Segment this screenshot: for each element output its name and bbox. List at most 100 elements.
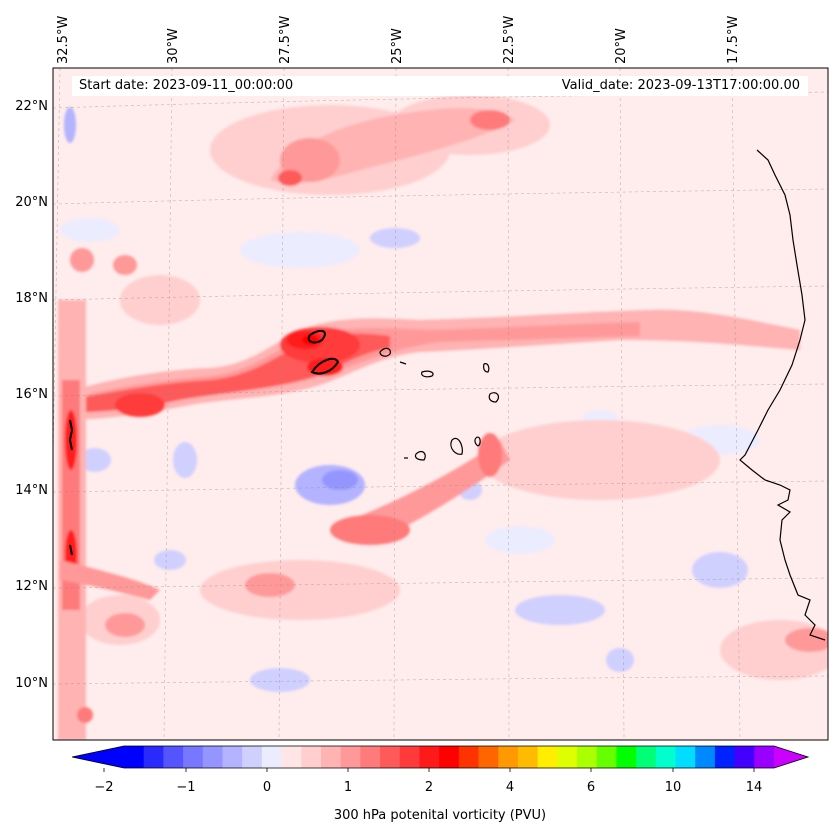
colorbar-tick: 4 (505, 780, 515, 795)
pv-streamer-core (115, 393, 165, 417)
cape-verde-island (450, 437, 463, 455)
colorbar-segment (577, 746, 598, 768)
pv-contour (69, 544, 73, 556)
western-pv-band (60, 560, 160, 600)
colorbar-segment (675, 746, 696, 768)
colorbar-segment (537, 746, 558, 768)
cape-verde-island (474, 436, 481, 447)
pos-pv-area (105, 613, 145, 637)
colorbar-segment (301, 746, 322, 768)
colorbar-segment (596, 746, 617, 768)
colorbar-segment (636, 746, 657, 768)
colorbar-segment (734, 746, 755, 768)
colorbar-segment (183, 746, 204, 768)
lat-label-22n: 22°N (15, 99, 48, 114)
cape-verde-island (483, 363, 490, 373)
cape-verde-island (421, 370, 434, 378)
pos-pv-area (480, 420, 720, 500)
colorbar-segment (261, 746, 283, 768)
pos-pv-area (200, 560, 400, 620)
neg-pv-patch (154, 550, 186, 570)
colorbar-segment (124, 746, 145, 768)
colorbar-segment (143, 746, 164, 768)
neg-pv-patch (692, 552, 748, 588)
colorbar-tick: 14 (745, 780, 763, 795)
colorbar-segment (557, 746, 578, 768)
neg-pv-patch (240, 232, 360, 268)
colorbar-segment (655, 746, 677, 768)
lon-label-32-5w: 32.5°W (56, 15, 71, 64)
neg-pv-patch (79, 448, 111, 472)
lon-label-22-5w: 22.5°W (502, 15, 517, 64)
neg-pv-patch (250, 668, 310, 692)
colorbar-segment (616, 746, 637, 768)
lon-label-30w: 30°W (166, 28, 181, 64)
colorbar-segment (242, 746, 263, 768)
neg-pv-patch (515, 595, 605, 625)
colorbar-extend-left (72, 746, 124, 768)
colorbar-segment (281, 746, 302, 768)
lon-label-20w: 20°W (614, 28, 629, 64)
colorbar-outline (71, 745, 810, 769)
colorbar-segment (380, 746, 401, 768)
colorbar-segment (320, 746, 342, 768)
pv-contour (310, 357, 340, 375)
coastlines (68, 149, 826, 641)
lon-label-27-5w: 27.5°W (278, 15, 293, 64)
colorbar-segment (714, 746, 736, 768)
colorbar-tick: 1 (343, 780, 353, 795)
neg-pv-patch (606, 648, 634, 672)
colorbar-tick: 0 (262, 780, 272, 795)
colorbar-segment (202, 746, 223, 768)
colorbar-segment (517, 746, 539, 768)
pv-field (53, 68, 828, 740)
colorbar-tick: −2 (94, 780, 114, 795)
pos-pv-area (70, 248, 94, 272)
colorbar-segment (222, 746, 243, 768)
neg-pv-patch (64, 107, 76, 143)
start-date-text: Start date: 2023-09-11_00:00:00 (79, 78, 294, 93)
colorbar-tick: 2 (424, 780, 434, 795)
map-frame (52, 67, 829, 741)
lat-label-10n: 10°N (15, 676, 48, 691)
colorbar-segment (458, 746, 480, 768)
africa-coastline (739, 149, 826, 641)
cape-verde-island (399, 361, 407, 365)
colorbar-segment (419, 746, 440, 768)
pv-contour (68, 419, 74, 451)
neg-pv-patch (60, 218, 120, 242)
lon-label-25w: 25°W (390, 28, 405, 64)
colorbar-segment (754, 746, 775, 768)
lat-label-16n: 16°N (15, 387, 48, 402)
colorbar-tick: −1 (176, 780, 196, 795)
neg-pv-patch (485, 526, 555, 554)
colorbar-extend-right (774, 746, 808, 768)
valid-date-text: Valid_date: 2023-09-13T17:00:00.00 (561, 78, 800, 93)
lat-label-20n: 20°N (15, 195, 48, 210)
northern-pv-band (278, 170, 302, 186)
colorbar-segment (498, 746, 519, 768)
colorbar (71, 745, 810, 772)
lat-label-12n: 12°N (15, 579, 48, 594)
pos-pv-area (120, 275, 200, 325)
pv-contour (307, 329, 326, 344)
pv-maximum (307, 358, 343, 376)
colorbar-segment (360, 746, 381, 768)
pos-pv-area (113, 255, 137, 275)
colorbar-segment (163, 746, 184, 768)
central-pv-band (350, 440, 510, 540)
central-pv-band (478, 433, 502, 477)
gridlines (53, 68, 828, 740)
colorbar-segment (340, 746, 361, 768)
lat-label-14n: 14°N (15, 483, 48, 498)
neg-pv-patch (370, 228, 420, 248)
cape-verde-island (379, 347, 391, 357)
neg-pv-patch (322, 470, 358, 490)
lat-label-18n: 18°N (15, 291, 48, 306)
neg-pv-patch (173, 442, 197, 478)
colorbar-tick: 6 (586, 780, 596, 795)
pos-pv-area (77, 707, 93, 723)
central-pv-band (330, 515, 410, 545)
pos-pv-area (785, 628, 828, 652)
